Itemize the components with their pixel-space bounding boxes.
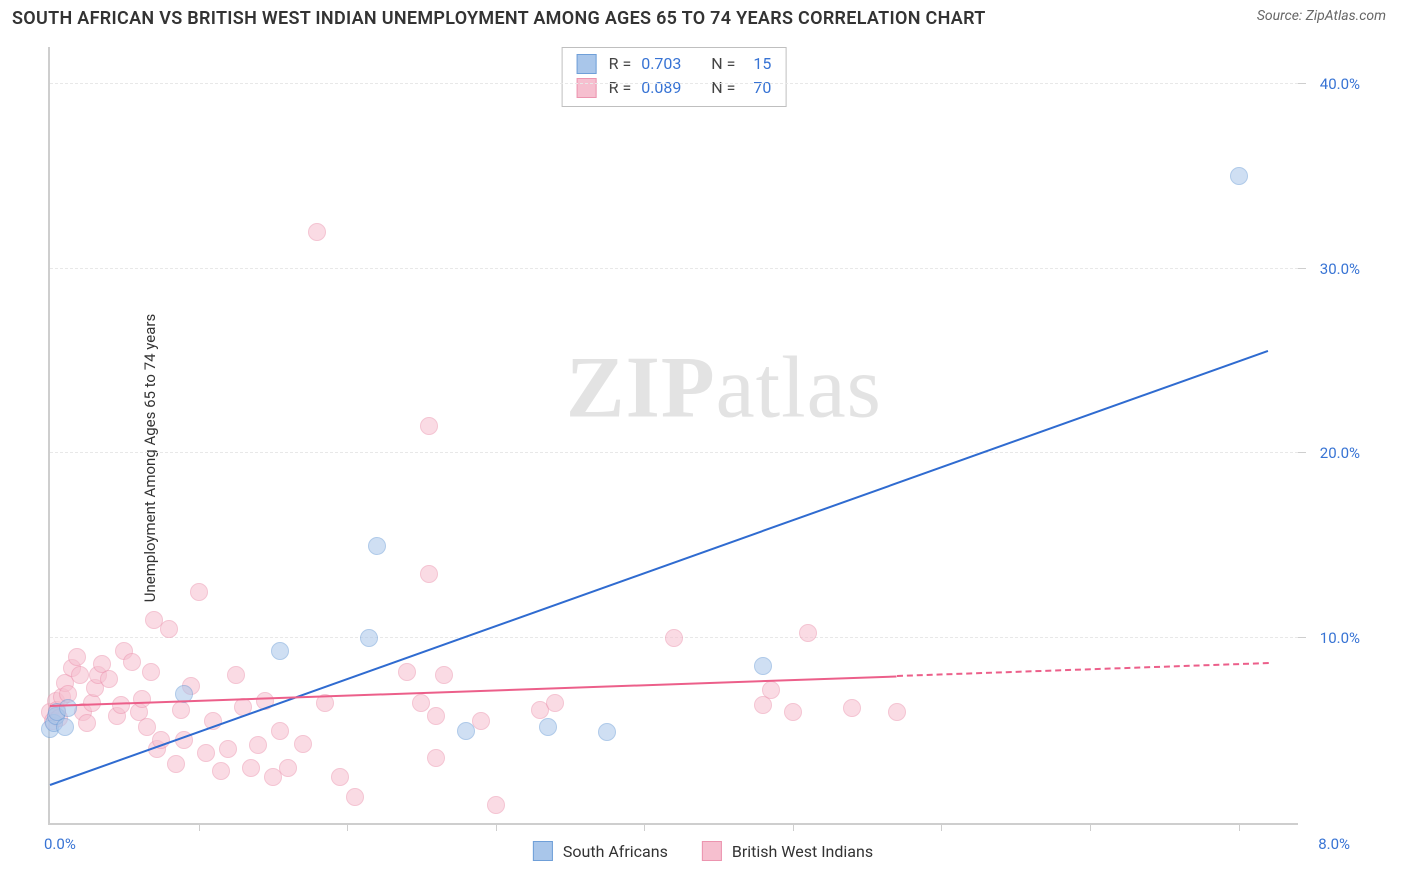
r-value-0: 0.703 [641,52,693,76]
data-point [799,624,817,642]
x-tick [199,823,200,831]
data-point [487,796,505,814]
source-attribution: Source: ZipAtlas.com [1257,8,1386,24]
correlation-stats-box: R = 0.703 N = 15 R = 0.089 N = 70 [562,47,787,107]
data-point [412,694,430,712]
trend-line [50,350,1269,786]
watermark-bold: ZIP [566,340,716,437]
x-tick [1090,823,1091,831]
plot-area: ZIPatlas R = 0.703 N = 15 R = 0.089 N = … [48,47,1298,825]
data-point [398,663,416,681]
data-point [427,707,445,725]
legend-label-0: South Africans [563,842,668,861]
data-point [160,620,178,638]
data-point [346,788,364,806]
data-point [271,722,289,740]
legend-swatch-1 [702,841,722,861]
data-point [665,629,683,647]
data-point [56,718,74,736]
watermark-light: atlas [716,340,882,437]
data-point [212,762,230,780]
data-point [539,718,557,736]
data-point [435,666,453,684]
series-0-swatch [577,54,597,74]
gridline [50,83,1298,84]
r-label: R = [609,76,632,100]
n-label: N = [711,52,735,76]
n-value-0: 15 [745,52,771,76]
data-point [219,740,237,758]
data-point [843,699,861,717]
legend-item-1: British West Indians [702,841,873,861]
data-point [308,223,326,241]
n-label: N = [711,76,735,100]
data-point [249,736,267,754]
data-point [197,744,215,762]
gridline [50,452,1298,453]
y-tick-label: 20.0% [1320,444,1360,462]
data-point [271,642,289,660]
series-legend: South Africans British West Indians [533,841,873,861]
data-point [133,690,151,708]
data-point [279,759,297,777]
n-value-1: 70 [745,76,771,100]
data-point [123,653,141,671]
y-tick-label: 10.0% [1320,629,1360,647]
x-tick-label: 0.0% [44,835,76,853]
r-label: R = [609,52,632,76]
data-point [172,701,190,719]
data-point [142,663,160,681]
data-point [190,583,208,601]
data-point [546,694,564,712]
data-point [68,648,86,666]
data-point [59,699,77,717]
data-point [294,735,312,753]
stats-row-series-0: R = 0.703 N = 15 [577,52,772,76]
data-point [784,703,802,721]
r-value-1: 0.089 [641,76,693,100]
data-point [227,666,245,684]
stats-row-series-1: R = 0.089 N = 70 [577,76,772,100]
data-point [1230,167,1248,185]
x-tick [793,823,794,831]
data-point [100,670,118,688]
x-tick [941,823,942,831]
data-point [427,749,445,767]
x-tick [644,823,645,831]
data-point [112,696,130,714]
data-point [368,537,386,555]
data-point [78,714,96,732]
legend-label-1: British West Indians [732,842,873,861]
data-point [242,759,260,777]
x-tick [1239,823,1240,831]
data-point [762,681,780,699]
data-point [360,629,378,647]
data-point [457,722,475,740]
data-point [138,718,156,736]
y-tick-label: 30.0% [1320,260,1360,278]
data-point [598,723,616,741]
series-1-swatch [577,78,597,98]
x-tick [496,823,497,831]
watermark: ZIPatlas [566,338,882,439]
x-tick-label: 8.0% [1318,835,1350,853]
data-point [331,768,349,786]
gridline [50,268,1298,269]
legend-item-0: South Africans [533,841,668,861]
chart-title: SOUTH AFRICAN VS BRITISH WEST INDIAN UNE… [12,8,986,29]
chart-container: Unemployment Among Ages 65 to 74 years Z… [0,33,1406,883]
legend-swatch-0 [533,841,553,861]
data-point [888,703,906,721]
data-point [420,417,438,435]
data-point [167,755,185,773]
data-point [420,565,438,583]
trend-line [897,662,1268,677]
y-tick-label: 40.0% [1320,75,1360,93]
data-point [754,657,772,675]
x-tick [347,823,348,831]
data-point [71,666,89,684]
